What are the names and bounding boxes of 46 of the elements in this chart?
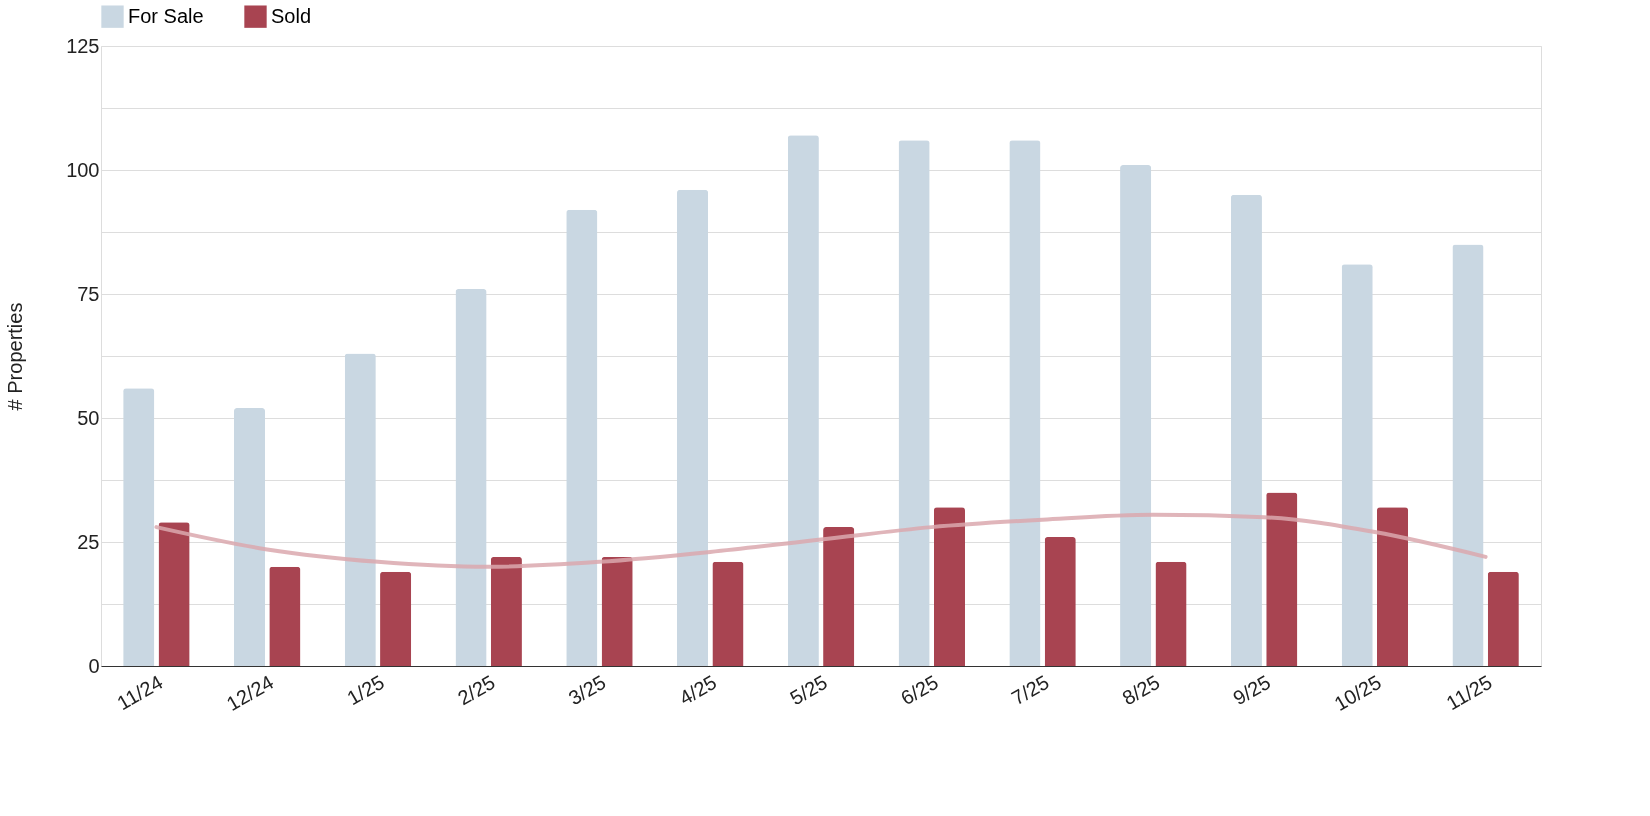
x-tick-label: 1/25 — [343, 670, 388, 710]
bar — [233, 408, 266, 666]
legend-label: Sold — [271, 4, 312, 27]
bar — [898, 140, 930, 666]
bar — [787, 135, 819, 666]
bar — [601, 556, 633, 666]
y-tick-label: 100 — [66, 158, 100, 181]
bar — [933, 507, 965, 666]
bar — [123, 388, 155, 666]
bar — [1452, 244, 1484, 666]
x-tick-label: 3/25 — [564, 670, 610, 710]
x-tick-label: 11/24 — [113, 670, 167, 715]
bar — [344, 353, 376, 666]
y-tick-label: 50 — [77, 406, 100, 429]
line-series — [154, 512, 1488, 569]
bar — [1487, 571, 1519, 666]
x-tick-label: 2/25 — [453, 670, 499, 710]
x-tick-label: 9/25 — [1229, 670, 1275, 710]
bar — [269, 566, 301, 666]
bar — [677, 189, 709, 666]
bar — [1044, 537, 1076, 666]
bar — [1155, 561, 1187, 666]
bar — [1376, 507, 1409, 666]
y-tick-label: 25 — [77, 530, 100, 553]
x-tick-label: 8/25 — [1118, 670, 1164, 710]
bar — [455, 289, 487, 666]
bar — [380, 571, 412, 666]
y-tick-label: 125 — [66, 34, 100, 57]
legend-label: For Sale — [128, 4, 204, 27]
bar — [566, 209, 598, 666]
x-tick-label: 6/25 — [897, 670, 942, 710]
y-tick-label: 75 — [77, 282, 100, 305]
bar — [1120, 165, 1152, 666]
bar — [823, 527, 855, 666]
x-tick-label: 4/25 — [675, 670, 721, 710]
x-tick-label: 5/25 — [786, 670, 831, 710]
bar — [1341, 264, 1373, 666]
bar — [1266, 492, 1298, 666]
bar — [490, 556, 522, 666]
y-tick-label: 0 — [88, 654, 100, 677]
bar — [158, 522, 190, 666]
bar — [712, 561, 744, 666]
y-axis-title: # Properties — [4, 302, 27, 411]
bar — [1230, 194, 1262, 666]
bar — [1009, 140, 1041, 666]
x-tick-label: 7/25 — [1007, 670, 1053, 710]
